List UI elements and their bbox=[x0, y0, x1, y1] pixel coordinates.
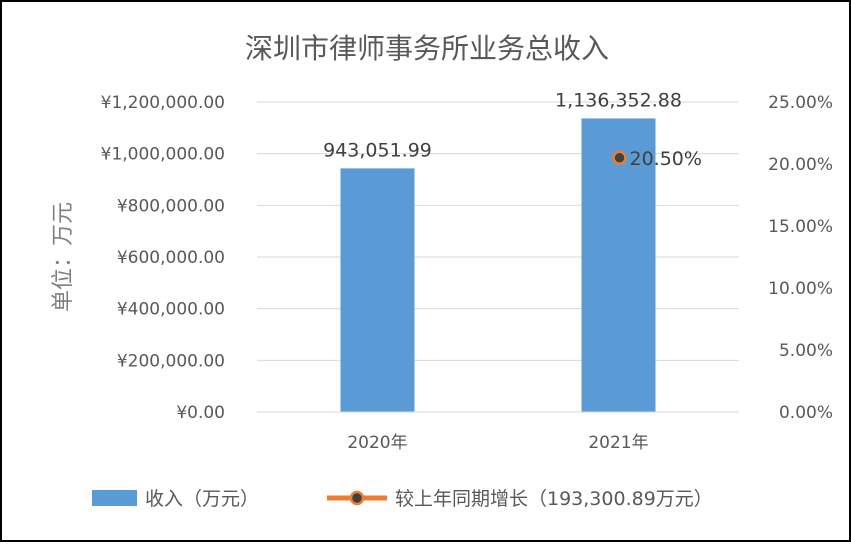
bar-series: 943,051.99 1,136,352.88 bbox=[323, 89, 682, 412]
y-tick-label: ¥200,000.00 bbox=[117, 351, 225, 371]
legend: 收入（万元） 较上年同期增长（193,300.89万元） bbox=[92, 488, 713, 510]
legend-swatch-marker bbox=[349, 490, 365, 506]
y2-tick-label: 5.00% bbox=[779, 341, 833, 361]
y2-tick-label: 25.00% bbox=[768, 93, 833, 113]
x-tick-label: 2020年 bbox=[347, 433, 407, 453]
y-tick-label: ¥600,000.00 bbox=[117, 248, 225, 268]
bar bbox=[581, 118, 656, 412]
y-axis-label: 单位：万元 bbox=[51, 202, 76, 312]
growth-series: 20.50% bbox=[612, 148, 702, 170]
legend-swatch-bar bbox=[92, 490, 137, 506]
y-tick-label: ¥0.00 bbox=[176, 403, 225, 423]
chart-title: 深圳市律师事务所业务总收入 bbox=[245, 32, 609, 65]
legend-label-revenue: 收入（万元） bbox=[145, 488, 259, 510]
bar-data-label: 1,136,352.88 bbox=[555, 89, 682, 111]
bar-data-label: 943,051.99 bbox=[323, 139, 432, 161]
y2-tick-label: 20.00% bbox=[768, 155, 833, 175]
y-tick-label: ¥800,000.00 bbox=[117, 196, 225, 216]
bar bbox=[340, 168, 415, 412]
y-tick-label: ¥400,000.00 bbox=[117, 300, 225, 320]
gridlines bbox=[257, 101, 739, 413]
growth-point bbox=[612, 150, 627, 166]
x-axis: 2020年 2021年 bbox=[257, 411, 739, 453]
legend-label-growth: 较上年同期增长（193,300.89万元） bbox=[395, 488, 713, 510]
x-tick-label: 2021年 bbox=[588, 433, 648, 453]
growth-data-label: 20.50% bbox=[630, 148, 702, 170]
y2-tick-label: 0.00% bbox=[779, 403, 833, 423]
y-tick-label: ¥1,000,000.00 bbox=[101, 145, 225, 165]
y2-tick-label: 10.00% bbox=[768, 279, 833, 299]
y-tick-label: ¥1,200,000.00 bbox=[101, 93, 225, 113]
y2-tick-label: 15.00% bbox=[768, 217, 833, 237]
y-axis-right: 0.00% 5.00% 10.00% 15.00% 20.00% 25.00% bbox=[768, 93, 833, 423]
y-axis-left: ¥0.00 ¥200,000.00 ¥400,000.00 ¥600,000.00 ¥8… bbox=[101, 93, 225, 423]
